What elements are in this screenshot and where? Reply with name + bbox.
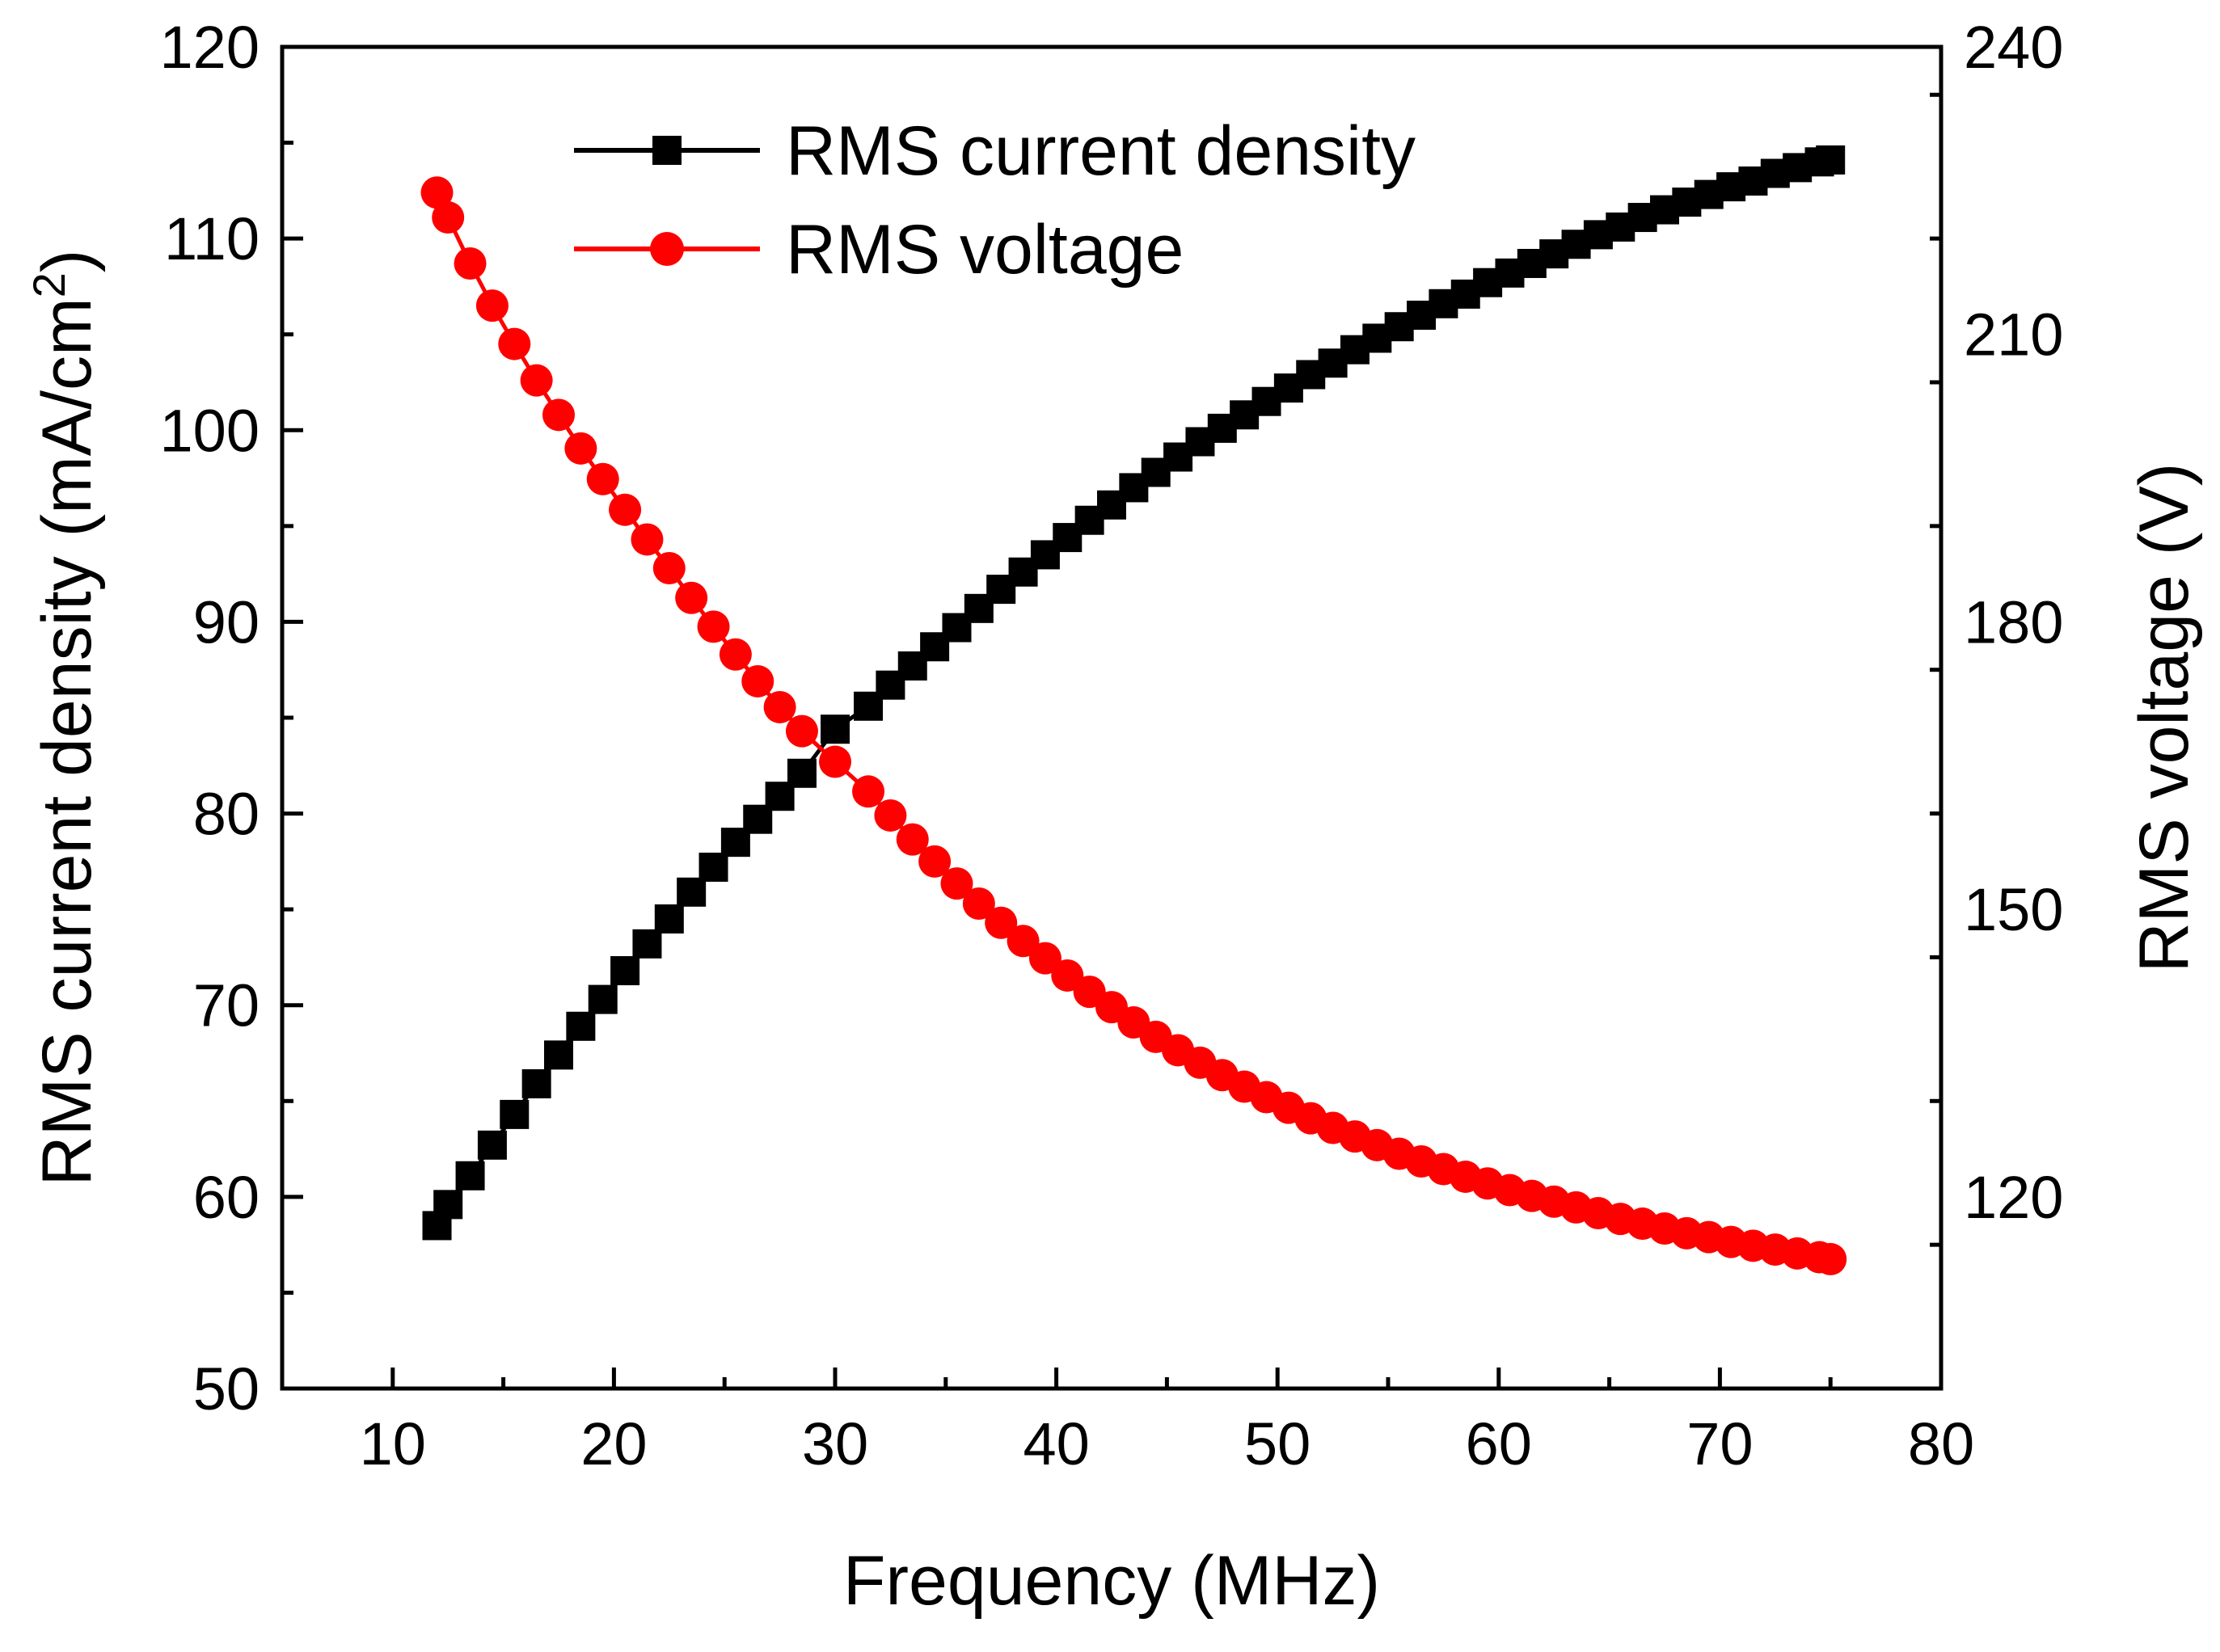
y-left-axis-title-superscript: 2 bbox=[23, 272, 74, 297]
data-point-circle bbox=[985, 906, 1018, 939]
y-left-tick-label: 80 bbox=[193, 781, 260, 848]
data-point-square bbox=[610, 956, 640, 986]
y-right-tick-label: 120 bbox=[1964, 1164, 2063, 1231]
legend-label-current-density: RMS current density bbox=[786, 112, 1416, 190]
data-point-circle bbox=[1051, 959, 1084, 992]
data-point-circle bbox=[498, 327, 531, 360]
legend-label-voltage: RMS voltage bbox=[786, 211, 1184, 289]
y-right-axis-ticks: 120 150 180 210 240 bbox=[1930, 14, 2063, 1391]
data-point-circle bbox=[586, 462, 619, 495]
data-point-circle bbox=[520, 364, 553, 397]
legend-entry-current-density: RMS current density bbox=[574, 112, 1416, 190]
data-point-square bbox=[677, 877, 707, 907]
data-point-circle bbox=[896, 823, 929, 856]
data-point-circle bbox=[940, 867, 973, 900]
series-rms-current-density bbox=[422, 145, 1846, 1241]
y-left-axis-title-close: ) bbox=[28, 250, 106, 273]
data-point-square bbox=[787, 758, 817, 788]
data-point-circle bbox=[719, 638, 752, 671]
y-right-tick-label: 210 bbox=[1964, 301, 2063, 369]
x-tick-label: 10 bbox=[360, 1410, 426, 1477]
y-left-axis-title: RMS current density (mA/cm2) bbox=[23, 250, 106, 1186]
data-point-circle bbox=[1007, 925, 1040, 958]
data-point-circle bbox=[785, 714, 818, 748]
y-left-tick-label: 90 bbox=[193, 588, 260, 655]
data-point-circle bbox=[852, 775, 885, 808]
y-left-tick-label: 70 bbox=[193, 972, 260, 1039]
data-point-square bbox=[698, 852, 728, 882]
series-rms-voltage bbox=[420, 176, 1847, 1275]
data-point-square bbox=[654, 904, 684, 933]
data-point-square bbox=[588, 984, 618, 1014]
y-left-axis-ticks: 50 60 70 80 90 100 110 120 bbox=[160, 14, 303, 1422]
data-point-square bbox=[821, 714, 850, 744]
data-point-square bbox=[1816, 145, 1846, 175]
legend-marker-square bbox=[652, 136, 682, 165]
data-point-circle bbox=[763, 690, 796, 723]
data-point-circle bbox=[675, 581, 708, 614]
data-point-square bbox=[521, 1068, 551, 1098]
data-point-circle bbox=[475, 289, 509, 322]
data-point-circle bbox=[542, 398, 575, 432]
data-point-circle bbox=[631, 523, 664, 556]
series-line-rms-current-density bbox=[435, 158, 1831, 1227]
x-tick-label: 30 bbox=[802, 1410, 868, 1477]
legend-marker-circle bbox=[650, 232, 684, 266]
x-tick-label: 50 bbox=[1244, 1410, 1310, 1477]
data-point-circle bbox=[564, 432, 597, 465]
x-tick-label: 80 bbox=[1908, 1410, 1974, 1477]
data-point-square bbox=[544, 1040, 573, 1070]
data-point-square bbox=[632, 929, 662, 959]
data-point-circle bbox=[819, 745, 851, 778]
data-point-circle bbox=[874, 799, 907, 832]
y-left-tick-label: 60 bbox=[193, 1164, 260, 1231]
data-point-circle bbox=[420, 176, 454, 209]
x-axis-title: Frequency (MHz) bbox=[843, 1542, 1380, 1620]
y-right-axis-title: RMS voltage (V) bbox=[2125, 463, 2203, 973]
series-layer bbox=[420, 145, 1847, 1275]
data-point-circle bbox=[918, 845, 952, 878]
data-point-square bbox=[500, 1099, 530, 1129]
data-point-square bbox=[455, 1161, 485, 1191]
legend-entry-voltage: RMS voltage bbox=[574, 211, 1184, 289]
x-tick-label: 20 bbox=[580, 1410, 647, 1477]
legend: RMS current density RMS voltage bbox=[574, 112, 1416, 289]
x-tick-label: 40 bbox=[1023, 1410, 1089, 1477]
y-right-tick-label: 240 bbox=[1964, 14, 2063, 81]
y-left-axis-title-main: RMS current density (mA/cm bbox=[28, 297, 106, 1186]
x-tick-label: 70 bbox=[1686, 1410, 1753, 1477]
x-axis-ticks: 10 20 30 40 50 60 70 80 bbox=[360, 1368, 1974, 1477]
data-point-circle bbox=[741, 664, 774, 697]
data-point-circle bbox=[697, 610, 730, 643]
data-point-circle bbox=[609, 493, 642, 526]
y-left-tick-label: 120 bbox=[160, 14, 260, 81]
x-tick-label: 60 bbox=[1466, 1410, 1532, 1477]
data-point-square bbox=[433, 1190, 463, 1220]
data-point-circle bbox=[1814, 1242, 1847, 1275]
y-left-tick-label: 110 bbox=[164, 205, 260, 272]
data-point-square bbox=[477, 1130, 507, 1160]
data-point-circle bbox=[454, 247, 487, 280]
data-point-circle bbox=[652, 552, 686, 585]
y-right-tick-label: 180 bbox=[1964, 588, 2063, 655]
y-left-tick-label: 100 bbox=[160, 397, 260, 464]
data-point-square bbox=[566, 1011, 596, 1041]
data-point-circle bbox=[432, 201, 465, 234]
series-line-rms-voltage bbox=[435, 192, 1831, 1262]
data-point-circle bbox=[1028, 942, 1061, 975]
y-left-tick-label: 50 bbox=[193, 1355, 260, 1422]
y-right-tick-label: 150 bbox=[1964, 876, 2063, 943]
data-point-circle bbox=[962, 887, 995, 921]
